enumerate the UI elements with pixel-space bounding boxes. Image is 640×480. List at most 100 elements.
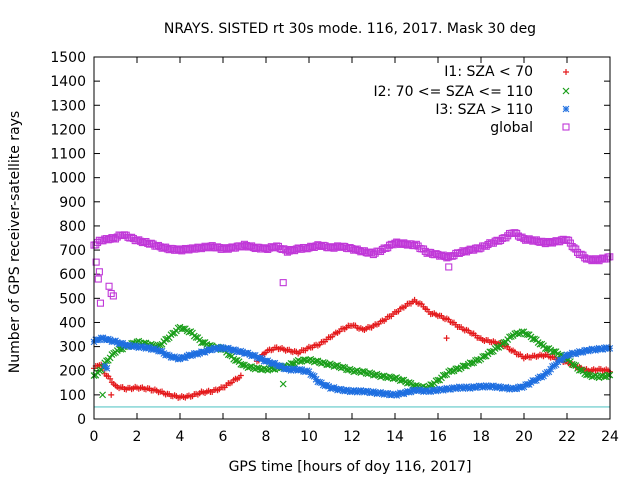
y-tick-label: 1200 <box>50 122 86 138</box>
data-point <box>466 245 474 253</box>
data-point <box>448 367 456 375</box>
data-point <box>391 391 399 398</box>
legend-label-i1: I1: SZA < 70 <box>444 64 533 80</box>
data-point <box>119 231 127 240</box>
data-point <box>308 243 317 251</box>
data-point <box>481 352 488 360</box>
data-point <box>545 237 553 246</box>
legend-marker <box>562 105 570 113</box>
data-point <box>165 246 173 254</box>
data-point <box>427 248 435 257</box>
x-tick-label: 14 <box>386 429 404 445</box>
data-point <box>276 362 284 369</box>
data-point <box>221 244 229 252</box>
data-point <box>396 240 404 248</box>
data-point <box>185 351 193 359</box>
data-point <box>518 384 526 392</box>
data-point <box>523 236 531 244</box>
data-point <box>386 373 393 381</box>
data-point <box>414 387 422 394</box>
data-point <box>169 245 177 253</box>
data-point <box>506 333 513 341</box>
data-point <box>438 386 445 393</box>
data-point <box>432 387 440 395</box>
data-point <box>452 249 460 257</box>
data-point <box>334 242 342 250</box>
data-point <box>549 362 556 370</box>
plot-frame <box>93 56 611 420</box>
data-point <box>464 384 472 392</box>
data-point <box>224 245 232 253</box>
data-point <box>548 239 557 247</box>
data-point <box>550 238 558 246</box>
data-point <box>552 237 560 245</box>
data-point <box>284 365 291 372</box>
data-point <box>332 362 340 370</box>
data-point <box>536 340 544 348</box>
data-point <box>205 345 213 353</box>
data-point <box>328 384 336 392</box>
data-point <box>312 357 320 365</box>
data-point <box>378 245 386 254</box>
data-point-outlier <box>107 289 115 298</box>
data-point <box>369 388 377 395</box>
data-point <box>355 247 363 255</box>
data-point <box>246 363 254 371</box>
data-point <box>493 236 501 244</box>
data-point <box>378 372 386 380</box>
x-tick-label: 0 <box>90 429 99 445</box>
data-point <box>359 368 367 375</box>
data-point <box>265 244 274 252</box>
data-point <box>294 244 302 252</box>
x-tick-label: 20 <box>515 429 533 445</box>
data-point-outlier <box>99 391 107 399</box>
data-point <box>129 234 137 243</box>
data-point <box>461 362 469 370</box>
data-point <box>368 249 376 257</box>
data-point <box>94 238 102 246</box>
y-tick-label: 400 <box>59 315 86 331</box>
data-point <box>344 245 352 253</box>
data-point-outlier <box>443 335 450 342</box>
data-point <box>242 241 250 250</box>
data-point <box>412 240 420 248</box>
data-point <box>454 249 462 257</box>
data-point <box>547 365 555 373</box>
data-point <box>171 353 178 361</box>
data-point <box>341 242 349 251</box>
data-point <box>169 329 177 337</box>
data-point <box>289 366 297 373</box>
data-point <box>172 246 180 254</box>
series-3 <box>90 229 614 307</box>
data-point <box>398 376 406 384</box>
data-point <box>584 371 592 379</box>
data-point-outlier <box>279 380 287 388</box>
data-point <box>103 336 110 344</box>
data-point <box>239 361 247 369</box>
data-point <box>206 242 214 250</box>
data-point <box>197 245 206 253</box>
data-point <box>350 368 358 376</box>
x-tick-label: 2 <box>133 429 142 445</box>
data-series <box>90 229 614 408</box>
data-point <box>534 238 542 246</box>
data-point <box>287 245 295 254</box>
data-point <box>156 243 164 251</box>
data-point <box>360 247 368 255</box>
data-point <box>192 333 200 341</box>
data-point-outlier <box>103 364 111 372</box>
data-point <box>201 242 209 250</box>
data-point <box>106 235 114 243</box>
data-point <box>205 244 213 252</box>
data-point <box>115 340 123 348</box>
data-point <box>545 368 553 376</box>
y-tick-label: 1400 <box>50 74 86 90</box>
legend: I1: SZA < 70 I2: 70 <= SZA <= 110 I3: SZ… <box>373 64 570 136</box>
data-point <box>106 354 114 362</box>
y-axis-label: Number of GPS receiver-satellite rays <box>7 111 23 373</box>
series-1 <box>90 323 614 399</box>
x-axis-label: GPS time [hours of doy 116, 2017] <box>229 459 472 475</box>
data-point <box>394 239 403 247</box>
data-point <box>559 235 567 243</box>
